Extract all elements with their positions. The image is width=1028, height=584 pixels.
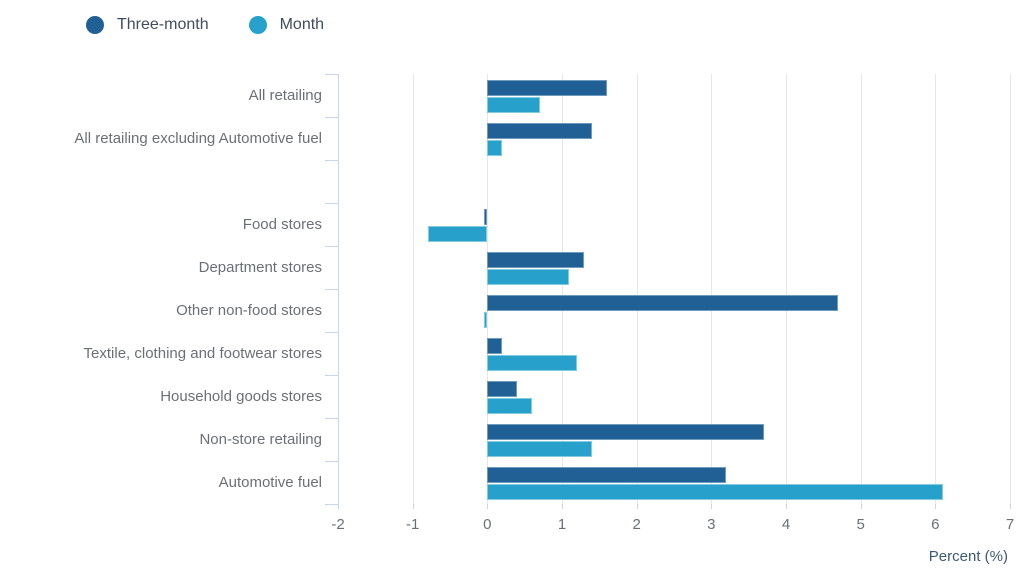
- gridline: [860, 74, 862, 504]
- x-tick-label: 0: [483, 516, 492, 533]
- legend-item-month[interactable]: Month: [248, 16, 325, 34]
- y-axis-tick: [325, 117, 338, 118]
- x-axis-tick: [636, 504, 638, 509]
- y-axis-tick: [325, 504, 338, 505]
- legend-marker-month-icon: [248, 16, 267, 34]
- bar-month-other-non-food-stores: [483, 312, 488, 328]
- x-tick-label: 1: [557, 516, 567, 533]
- x-axis-tick: [412, 504, 414, 509]
- bar-three-month-all-retailing-excluding-automotive-fuel: [487, 123, 592, 139]
- gridline: [636, 74, 638, 504]
- y-axis-tick: [325, 74, 338, 75]
- x-tick-label: 2: [632, 516, 641, 533]
- bar-three-month-textile-clothing-and-footwear-stores: [487, 338, 503, 354]
- y-axis-tick: [325, 332, 338, 333]
- category-label: Non-store retailing: [199, 431, 322, 448]
- plot-area: [325, 74, 1011, 509]
- gridline: [487, 74, 489, 504]
- y-axis-tick: [325, 461, 338, 462]
- x-axis-tick: [487, 504, 489, 509]
- y-axis-tick: [325, 246, 338, 247]
- y-axis-tick: [325, 418, 338, 419]
- category-label: Automotive fuel: [218, 474, 322, 491]
- x-axis-tick: [1010, 504, 1011, 509]
- bar-three-month-household-goods-stores: [487, 381, 518, 397]
- category-label: Household goods stores: [160, 388, 322, 405]
- x-tick-label: -1: [405, 516, 420, 533]
- x-axis-tick: [935, 504, 937, 509]
- x-tick-label: 7: [1005, 516, 1015, 533]
- bar-three-month-non-store-retailing: [487, 424, 764, 440]
- bar-three-month-food-stores: [483, 209, 488, 225]
- y-axis-line: [338, 74, 339, 504]
- x-tick-label: 3: [707, 516, 716, 533]
- y-axis-tick: [325, 375, 338, 376]
- bar-month-all-retailing-excluding-automotive-fuel: [487, 140, 503, 156]
- gridline: [1010, 74, 1011, 504]
- x-axis-tick: [338, 504, 339, 509]
- bar-three-month-all-retailing: [487, 80, 607, 96]
- x-tick-label: 5: [856, 516, 865, 533]
- x-axis-tick: [786, 504, 787, 509]
- bar-month-textile-clothing-and-footwear-stores: [487, 355, 577, 371]
- legend-marker-three-month-icon: [86, 16, 104, 34]
- legend: Three-month Month: [86, 16, 324, 34]
- x-tick-label: 6: [931, 516, 940, 533]
- gridline: [786, 74, 787, 504]
- category-label: Department stores: [198, 259, 322, 276]
- bar-month-all-retailing: [487, 97, 540, 113]
- bar-month-household-goods-stores: [487, 398, 533, 414]
- x-tick-label: 4: [781, 516, 791, 533]
- gridline: [412, 74, 414, 504]
- bar-three-month-automotive-fuel: [487, 467, 727, 483]
- category-label: All retailing: [248, 87, 322, 104]
- y-axis-tick: [325, 203, 338, 204]
- category-label: Textile, clothing and footwear stores: [83, 345, 322, 362]
- x-axis-tick: [562, 504, 563, 509]
- y-axis-tick: [325, 289, 338, 290]
- y-axis-tick: [325, 160, 338, 161]
- gridline: [711, 74, 713, 504]
- bar-three-month-department-stores: [487, 252, 585, 268]
- x-tick-label: -2: [331, 516, 345, 533]
- gridline: [935, 74, 937, 504]
- category-label: Food stores: [242, 216, 322, 233]
- bar-month-department-stores: [487, 269, 570, 285]
- x-axis-title: Percent (%): [928, 548, 1008, 565]
- bar-month-food-stores: [427, 226, 488, 242]
- y-axis-category-labels: All retailing All retailing excluding Aut…: [0, 74, 322, 504]
- legend-label-three-month: Three-month: [117, 16, 209, 33]
- x-axis-tick: [860, 504, 862, 509]
- x-axis-tick-labels: -2 -1 0 1 2 3 4 5 6 7: [331, 515, 1014, 535]
- gridline: [562, 74, 563, 504]
- x-axis-tick: [711, 504, 713, 509]
- category-label: Other non-food stores: [176, 302, 322, 319]
- bar-month-automotive-fuel: [487, 484, 943, 500]
- legend-item-three-month[interactable]: Three-month: [86, 16, 209, 34]
- bar-month-non-store-retailing: [487, 441, 592, 457]
- category-label: All retailing excluding Automotive fuel: [74, 130, 322, 147]
- legend-label-month: Month: [279, 16, 325, 33]
- bar-three-month-other-non-food-stores: [487, 295, 839, 311]
